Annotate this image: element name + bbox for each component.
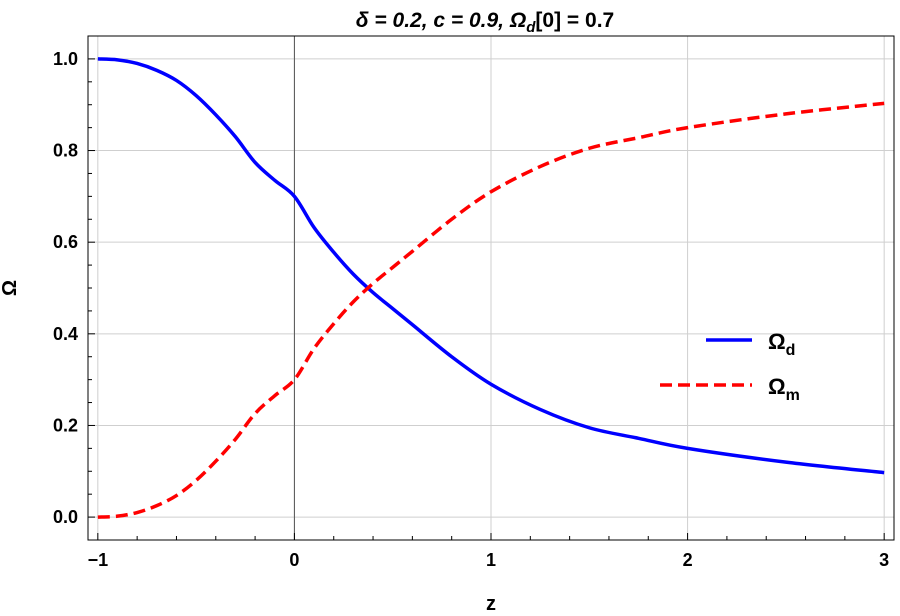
legend-label-omega-d-sub: d — [786, 342, 796, 359]
y-tick-label-3: 0.6 — [53, 232, 78, 252]
axis-ticks: −1 0 1 2 3 0.0 0.2 0.4 0.6 0.8 1.0 — [53, 49, 889, 570]
chart-title-sub: d — [526, 19, 536, 36]
chart-title: δ = 0.2, c = 0.9, Ωd[0] = 0.7 — [356, 9, 614, 36]
x-tick-label-1: 0 — [289, 550, 299, 570]
y-tick-label-4: 0.8 — [53, 141, 78, 161]
y-tick-label-0: 0.0 — [53, 507, 78, 527]
y-tick-label-2: 0.4 — [53, 324, 78, 344]
series-line-d — [97, 57, 885, 475]
series-lines — [97, 57, 885, 519]
grid — [88, 36, 894, 540]
legend-label-omega-m: Ωm — [768, 374, 800, 404]
y-axis-label: Ω — [0, 280, 21, 296]
y-tick-label-5: 1.0 — [53, 49, 78, 69]
legend-label-omega-m-sub: m — [786, 387, 800, 404]
chart-title-prefix: δ = 0.2, c = 0.9, Ω — [356, 9, 526, 32]
legend-label-omega-d-main: Ω — [768, 329, 786, 354]
legend-label-omega-d: Ωd — [768, 329, 795, 359]
x-tick-label-3: 2 — [683, 550, 693, 570]
legend: Ωd Ωm — [660, 329, 800, 404]
x-tick-label-2: 1 — [486, 550, 496, 570]
series-line-m — [97, 101, 885, 519]
y-tick-label-1: 0.2 — [53, 415, 78, 435]
x-tick-label-4: 3 — [879, 550, 889, 570]
legend-label-omega-m-main: Ω — [768, 374, 786, 399]
chart-title-suffix: [0] = 0.7 — [535, 9, 614, 32]
x-tick-label-0: −1 — [88, 550, 109, 570]
x-axis-label: z — [486, 593, 496, 615]
